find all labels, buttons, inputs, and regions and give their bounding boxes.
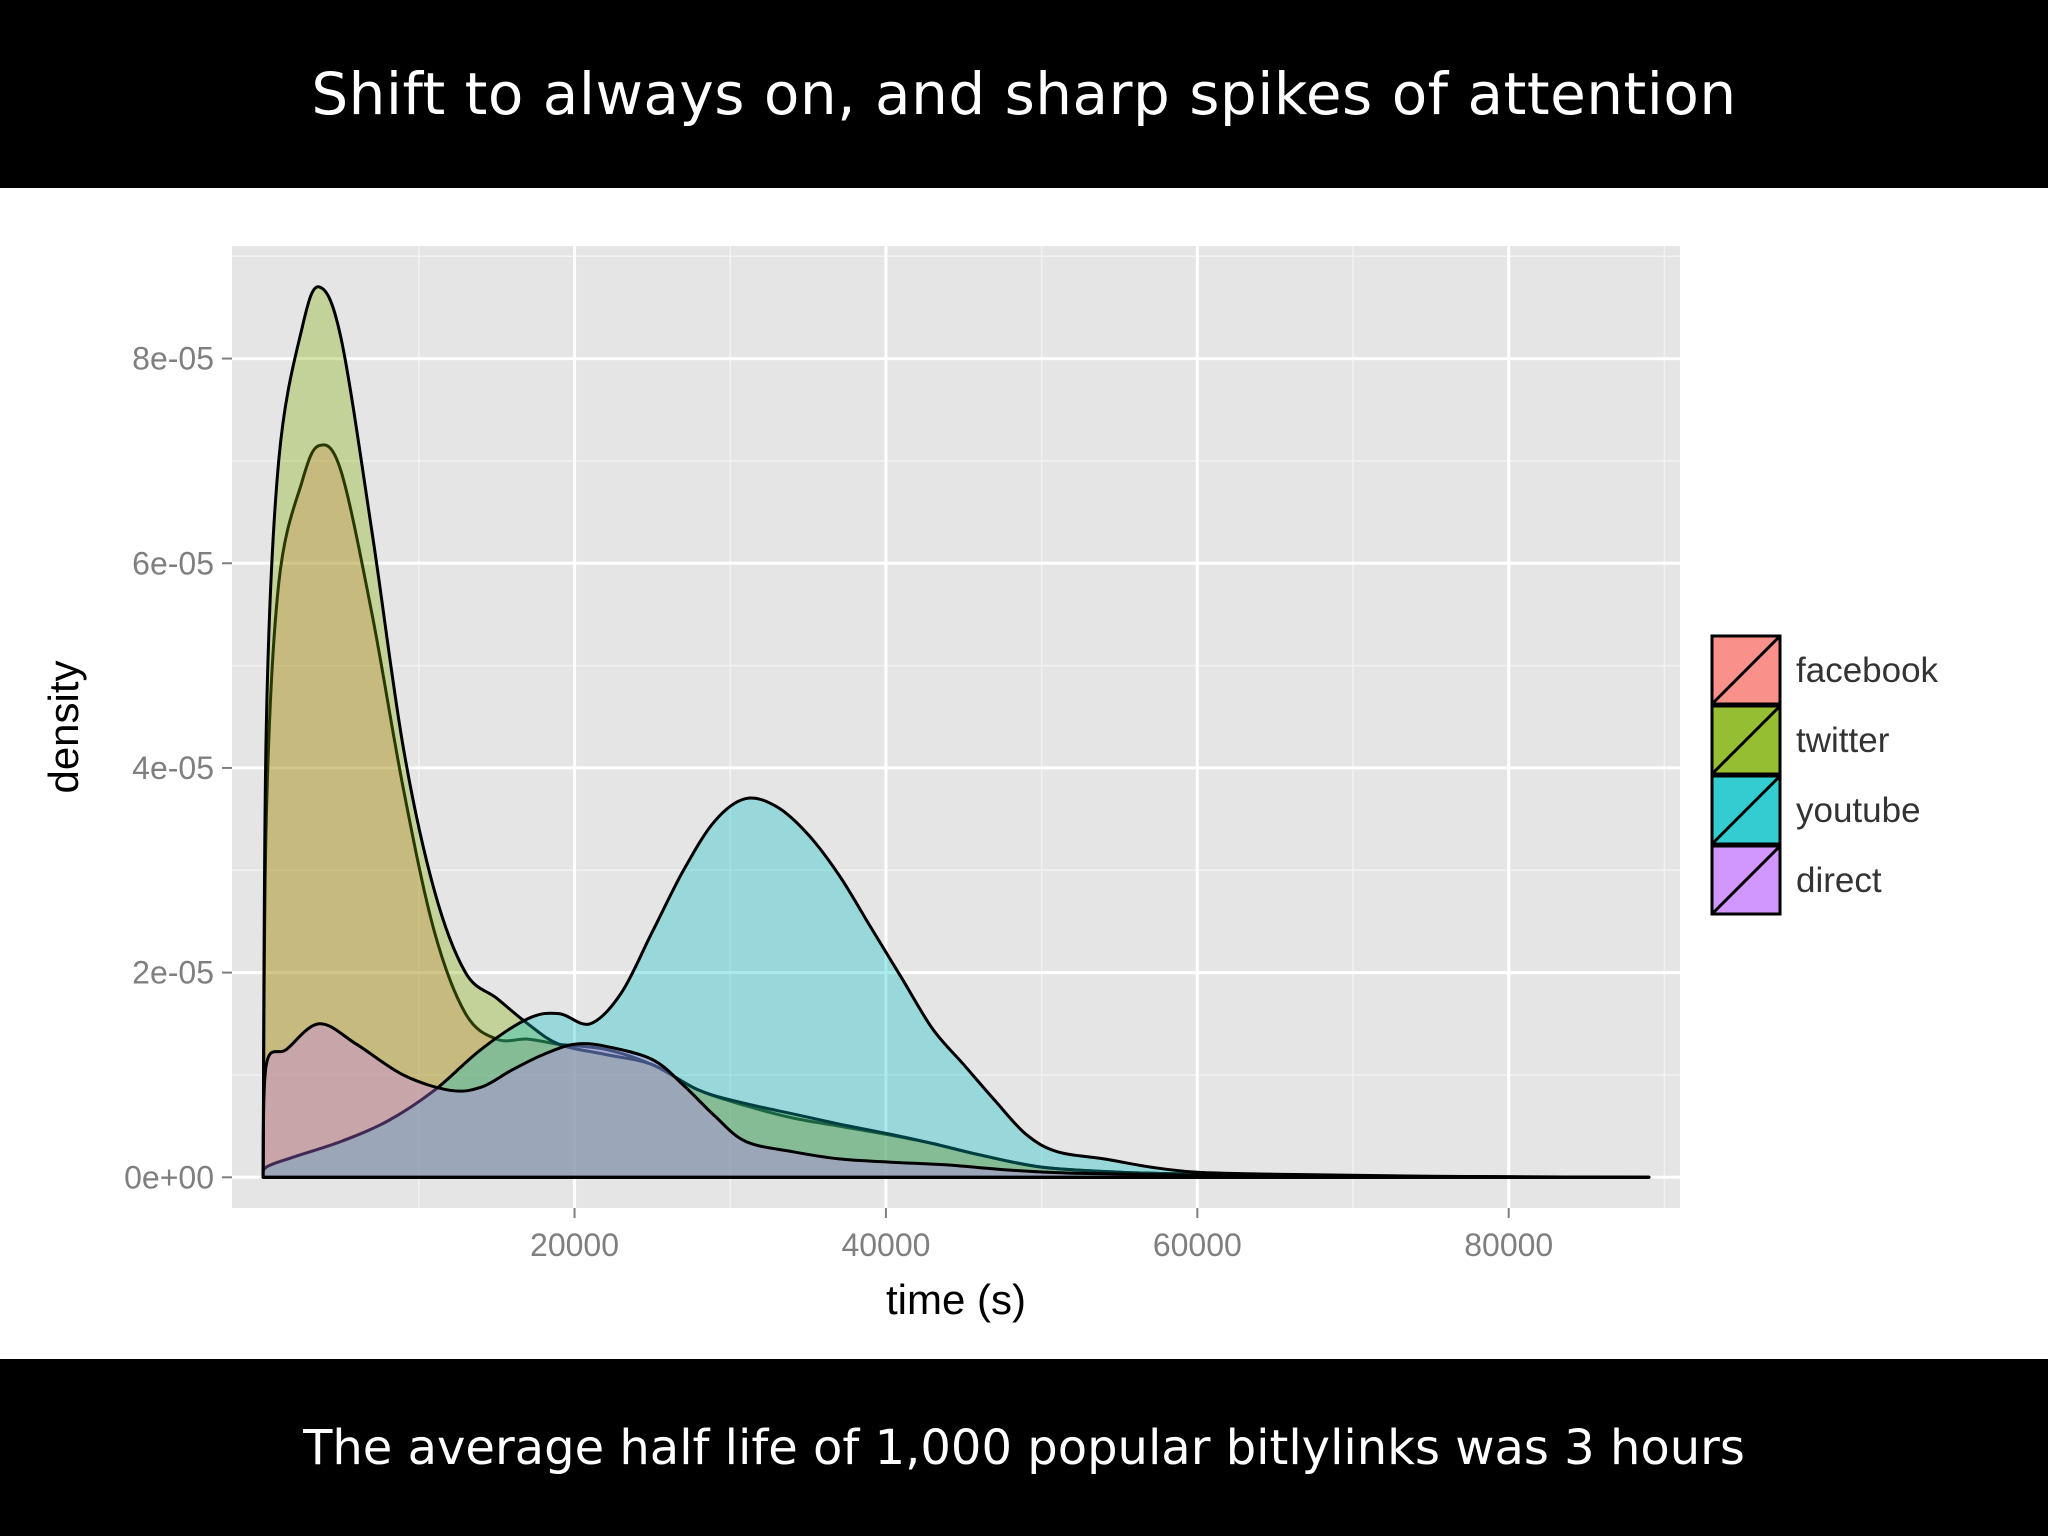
x-tick-label: 20000 xyxy=(530,1227,619,1263)
legend-label-twitter: twitter xyxy=(1796,721,1890,760)
x-axis-title: time (s) xyxy=(886,1276,1026,1323)
legend: facebook twitter youtube direct xyxy=(1710,634,1939,916)
x-tick-label: 60000 xyxy=(1153,1227,1242,1263)
density-areas xyxy=(261,285,1651,1179)
legend-key-slash xyxy=(1710,704,1782,776)
density-area-direct xyxy=(261,1022,1651,1179)
legend-key-slash xyxy=(1710,774,1782,846)
y-tick-label: 0e+00 xyxy=(124,1159,214,1195)
y-tick-label: 6e-05 xyxy=(132,545,214,581)
slide-caption-band: The average half life of 1,000 popular b… xyxy=(0,1359,2048,1536)
y-tick-label: 4e-05 xyxy=(132,750,214,786)
plot-panel-background xyxy=(232,246,1680,1208)
y-tick-label: 8e-05 xyxy=(132,341,214,377)
axes: 20000 40000 60000 80000 0e+00 2e-05 4e-05 6e-05… xyxy=(124,341,1553,1263)
x-tick-label: 40000 xyxy=(841,1227,930,1263)
x-tick-label: 80000 xyxy=(1464,1227,1553,1263)
y-tick-label: 2e-05 xyxy=(132,955,214,991)
density-area-twitter xyxy=(261,285,1651,1179)
legend-key-slash xyxy=(1710,844,1782,916)
slide-caption: The average half life of 1,000 popular b… xyxy=(303,1419,1745,1476)
density-area-youtube xyxy=(261,796,1651,1179)
legend-key-slash xyxy=(1710,634,1782,706)
legend-label-direct: direct xyxy=(1796,861,1882,900)
plot-panel xyxy=(232,246,1680,1208)
slide-title: Shift to always on, and sharp spikes of … xyxy=(311,60,1737,128)
legend-label-facebook: facebook xyxy=(1796,651,1939,690)
y-axis-title: density xyxy=(40,660,87,793)
slide-title-band: Shift to always on, and sharp spikes of … xyxy=(0,0,2048,188)
legend-label-youtube: youtube xyxy=(1796,791,1921,830)
density-chart: 20000 40000 60000 80000 0e+00 2e-05 4e-05 6e-05… xyxy=(40,246,1939,1323)
